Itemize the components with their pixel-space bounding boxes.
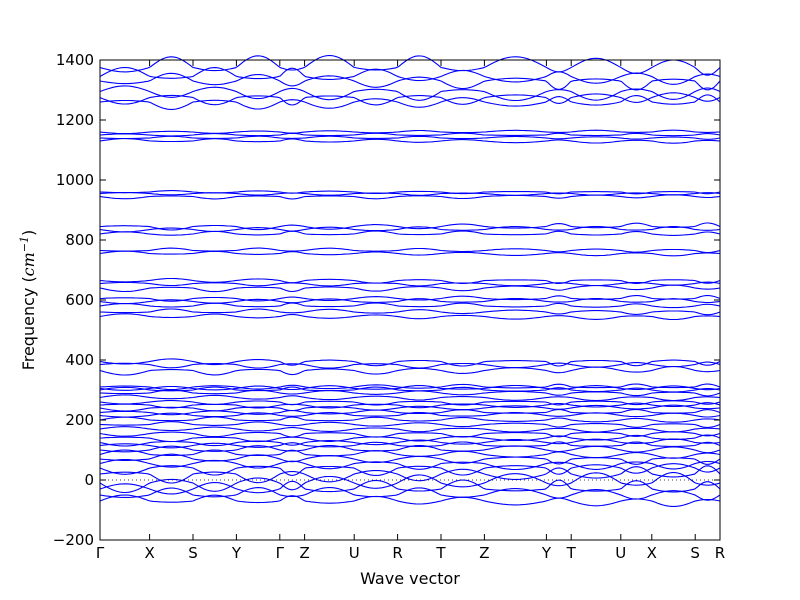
band-line: [99, 400, 721, 406]
band-line: [99, 384, 721, 391]
band-line: [99, 308, 721, 316]
band-line: [99, 277, 721, 285]
x-tick-label: R: [392, 544, 402, 562]
band-line: [99, 383, 721, 391]
x-tick-label: T: [435, 544, 446, 562]
y-axis-ticks: −200 0 200 400 600 800 1000 1200 1400: [53, 51, 720, 549]
x-tick-label: S: [188, 544, 198, 562]
band-line: [99, 94, 721, 110]
band-line: [99, 281, 721, 287]
band-line: [99, 394, 721, 402]
band-line: [99, 408, 721, 416]
band-line: [99, 453, 721, 465]
band-line: [99, 486, 721, 501]
band-line: [99, 431, 721, 438]
band-line: [99, 421, 721, 428]
band-line: [99, 386, 721, 393]
band-line: [99, 365, 721, 376]
band-line: [99, 230, 721, 236]
band-line: [99, 129, 721, 135]
band-line: [99, 313, 721, 321]
y-axis-title-main: Frequency (: [19, 276, 38, 370]
y-tick-label: 400: [65, 351, 94, 369]
y-axis-title-close: ): [19, 230, 38, 236]
x-axis-title: Wave vector: [360, 569, 460, 588]
x-tick-label: Y: [231, 544, 242, 562]
x-tick-label: S: [690, 544, 700, 562]
y-axis-title-exp: −1: [18, 236, 31, 252]
x-tick-label: R: [715, 544, 725, 562]
band-line: [99, 458, 721, 471]
band-line: [99, 222, 721, 231]
band-line: [99, 138, 721, 144]
y-axis-title: Frequency (cm−1): [18, 230, 38, 371]
x-tick-label: U: [615, 544, 626, 562]
band-line: [99, 85, 721, 102]
y-tick-label: 1400: [56, 51, 94, 69]
y-tick-label: 1000: [56, 171, 94, 189]
band-line: [99, 284, 721, 293]
band-line: [99, 441, 721, 449]
band-line: [99, 463, 721, 476]
y-axis-title-unit: cm: [19, 252, 38, 276]
band-line: [99, 294, 721, 302]
y-tick-label: −200: [53, 531, 94, 549]
band-line: [99, 190, 721, 195]
band-line: [99, 247, 721, 254]
band-lines: [99, 54, 721, 507]
x-tick-label: X: [144, 544, 154, 562]
band-line: [99, 250, 721, 257]
x-tick-label: Γ: [96, 544, 105, 562]
x-tick-label: Γ: [276, 544, 285, 562]
band-line: [99, 225, 721, 233]
y-tick-label: 800: [65, 231, 94, 249]
x-tick-label: X: [647, 544, 657, 562]
band-line: [99, 135, 721, 140]
y-tick-label: 600: [65, 291, 94, 309]
band-line: [99, 358, 721, 367]
y-tick-label: 1200: [56, 111, 94, 129]
band-line: [99, 92, 721, 106]
band-line: [99, 402, 721, 409]
band-line: [99, 66, 721, 85]
x-tick-label: U: [349, 544, 360, 562]
y-tick-label: 0: [84, 471, 94, 489]
x-tick-label: Y: [541, 544, 552, 562]
band-line: [99, 302, 721, 309]
band-line: [99, 132, 721, 137]
x-tick-label: T: [566, 544, 577, 562]
band-line: [99, 479, 721, 495]
band-line: [99, 389, 721, 397]
y-tick-label: 200: [65, 411, 94, 429]
band-line: [99, 54, 721, 76]
band-line: [99, 494, 721, 507]
x-tick-label: Z: [479, 544, 489, 562]
x-tick-label: Z: [299, 544, 309, 562]
band-line: [99, 416, 721, 423]
band-line: [99, 72, 721, 91]
band-line: [99, 194, 721, 200]
band-line: [99, 434, 721, 443]
band-line: [99, 426, 721, 433]
